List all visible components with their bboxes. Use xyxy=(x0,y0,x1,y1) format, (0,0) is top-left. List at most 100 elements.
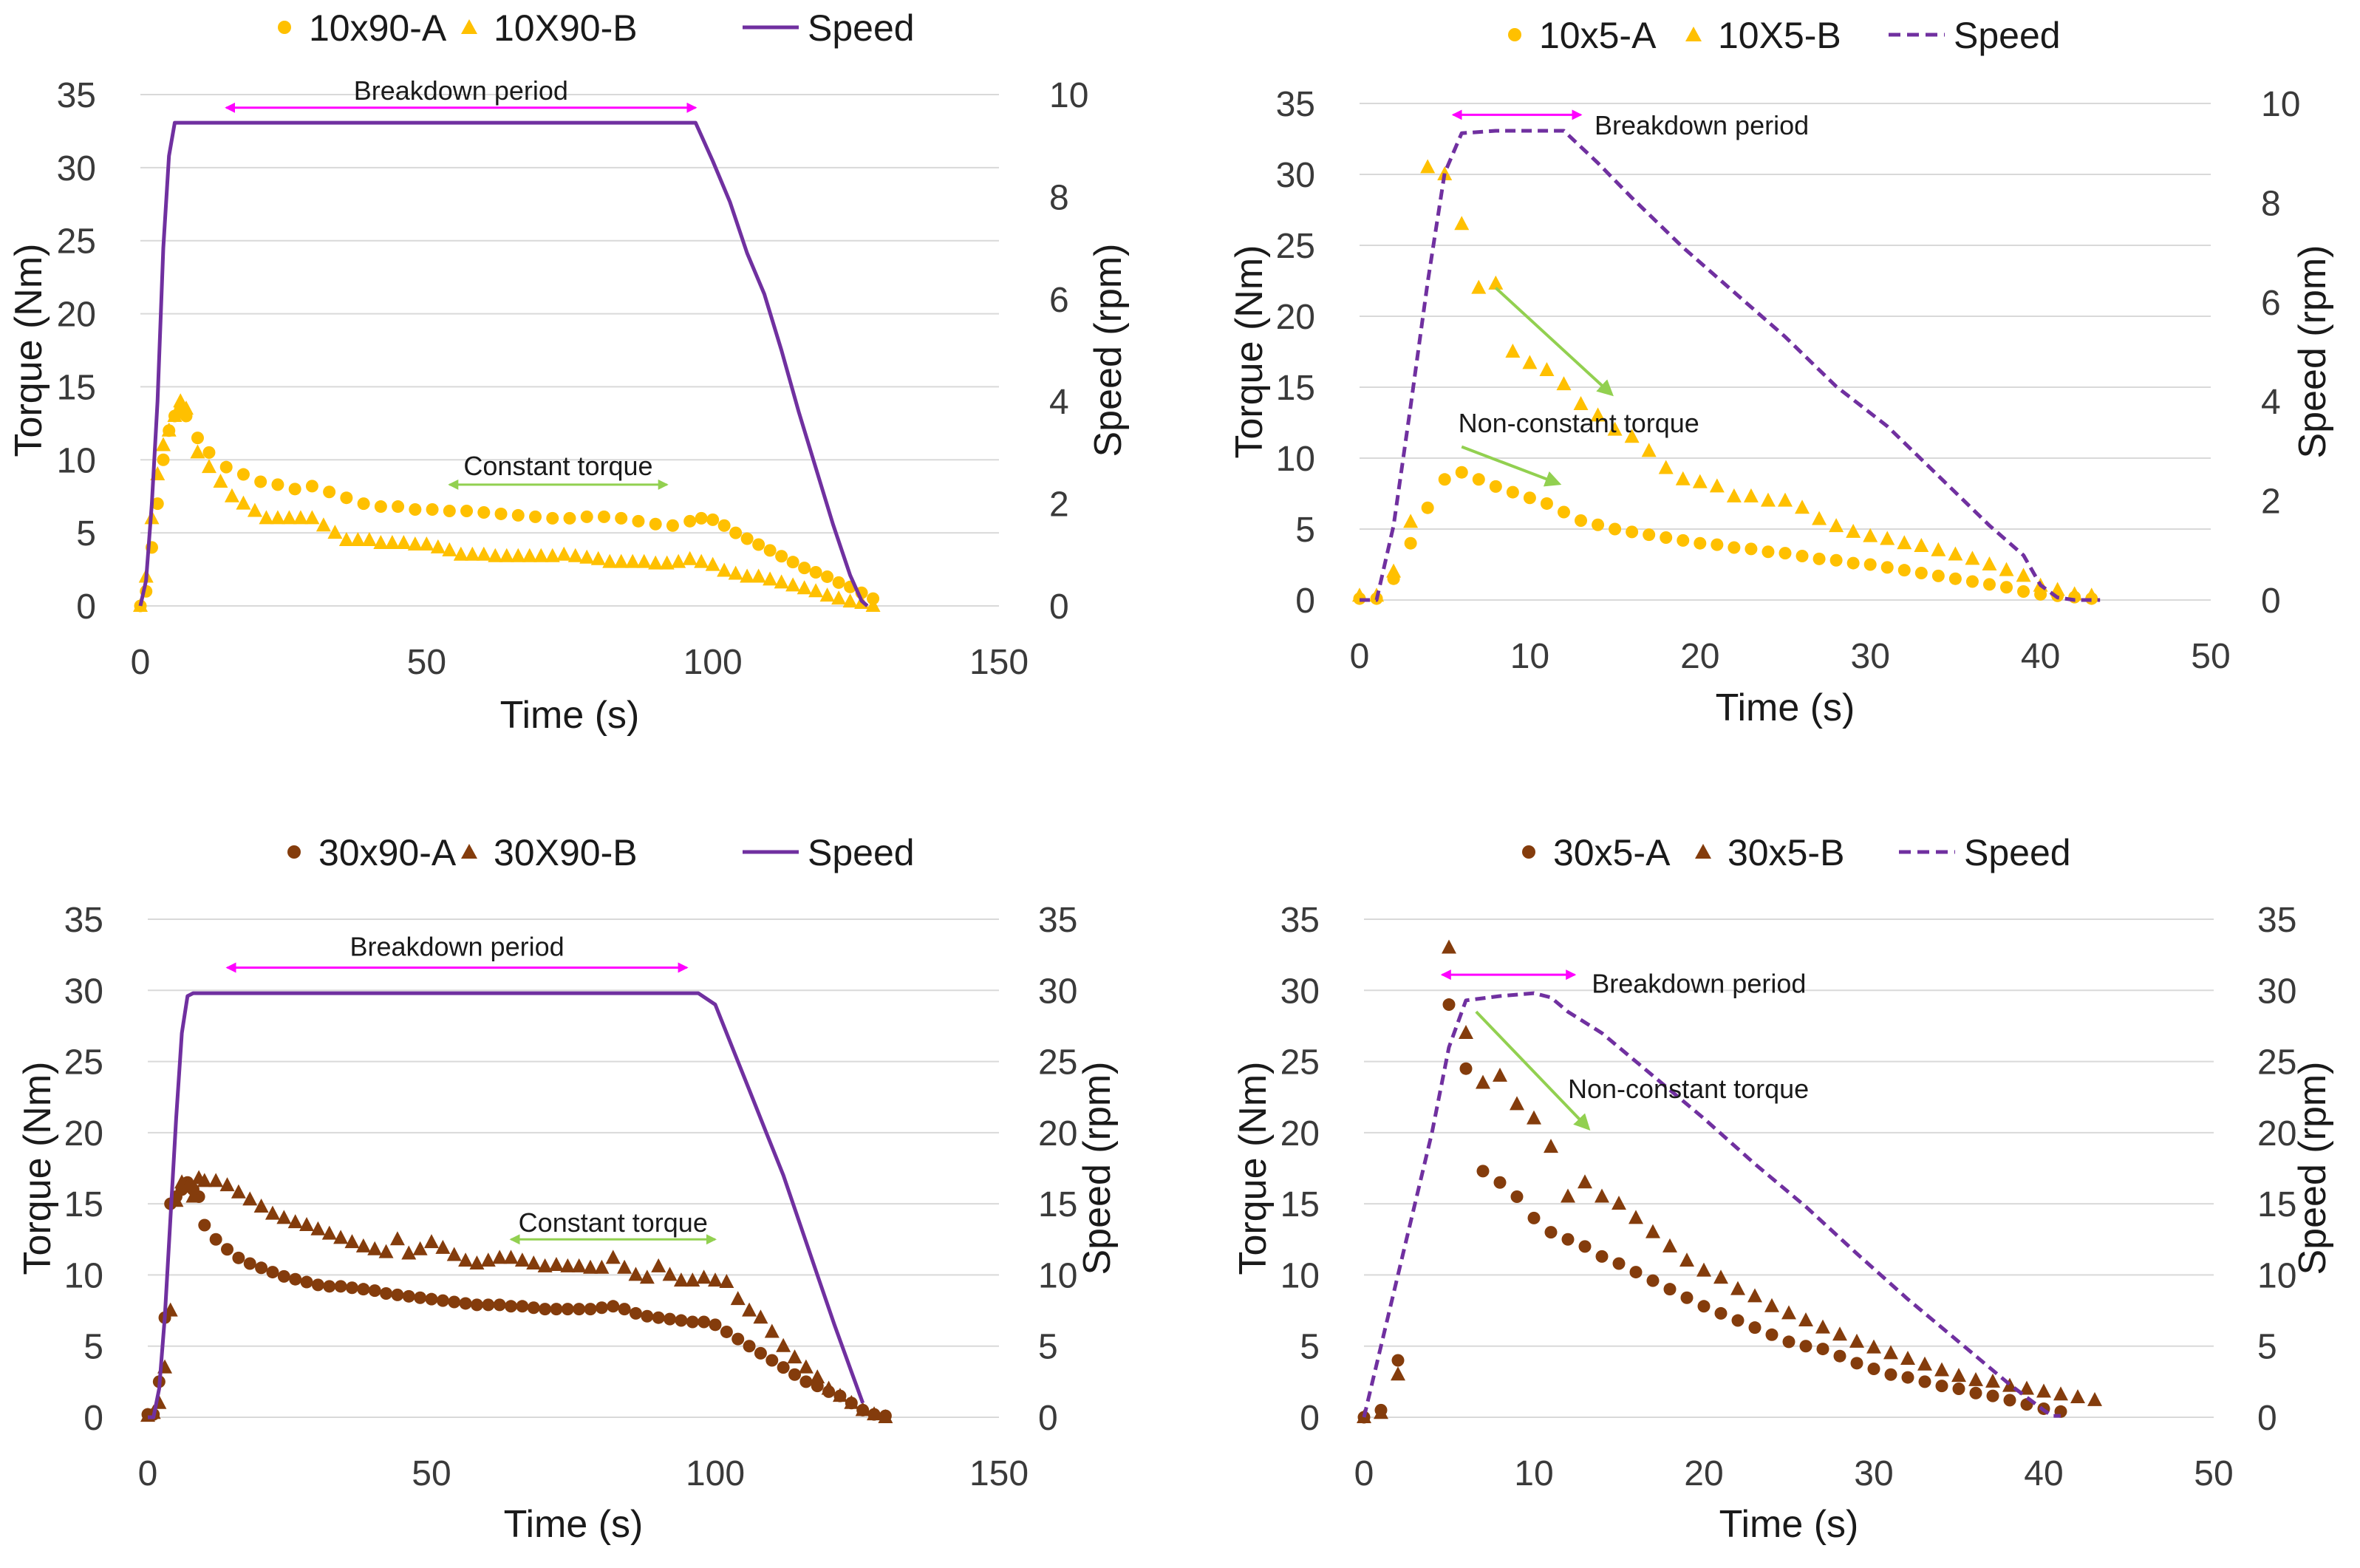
annotation: Constant torque xyxy=(509,1207,717,1245)
x-tick-label: 0 xyxy=(138,1454,158,1493)
y-tick-label: 25 xyxy=(1276,227,1315,266)
data-point-triangle xyxy=(265,1205,280,1220)
data-point-circle xyxy=(323,1280,336,1293)
data-point-triangle xyxy=(590,550,606,565)
y2-tick-label: 20 xyxy=(2257,1114,2296,1153)
data-point-triangle xyxy=(190,444,205,459)
speed-line xyxy=(1360,129,2101,602)
y-tick-label: 0 xyxy=(1295,582,1315,621)
data-point-triangle xyxy=(636,553,652,568)
data-point-circle xyxy=(695,511,708,525)
speed-line xyxy=(1362,991,2061,1418)
data-point-triangle xyxy=(730,1291,746,1306)
data-point-triangle xyxy=(253,1198,269,1213)
data-point-triangle xyxy=(2002,1377,2017,1392)
y-tick-label: 15 xyxy=(57,368,96,407)
data-point-circle xyxy=(1489,480,1502,493)
data-point-triangle xyxy=(355,1238,371,1252)
y2-tick-label: 5 xyxy=(2257,1328,2277,1367)
legend-label: 30x5-A xyxy=(1553,832,1671,873)
data-point-triangle xyxy=(1951,1368,1966,1383)
data-point-triangle xyxy=(327,525,343,539)
data-point-circle xyxy=(527,1301,540,1315)
data-point-triangle xyxy=(1985,1373,2000,1388)
data-point-triangle xyxy=(1454,216,1470,231)
data-point-circle xyxy=(683,514,697,528)
data-point-triangle xyxy=(763,571,778,586)
data-point-circle xyxy=(1660,531,1673,545)
data-point-circle xyxy=(698,1315,711,1329)
y-tick-label: 30 xyxy=(57,149,96,188)
data-point-circle xyxy=(374,500,387,514)
data-point-circle xyxy=(529,510,542,523)
x-axis-label: Time (s) xyxy=(1719,1503,1859,1546)
legend-entry: 30x5-B xyxy=(1695,832,1844,873)
data-point-circle xyxy=(1592,518,1605,531)
legend-circle-marker xyxy=(1508,28,1521,41)
legend-entry: 10X90-B xyxy=(461,7,638,49)
legend-entry: 10x5-A xyxy=(1508,15,1657,56)
y2-tick-label: 8 xyxy=(2261,184,2281,223)
data-point-circle xyxy=(1863,558,1877,571)
y-axis-label: Torque (Nm) xyxy=(7,244,50,457)
data-point-triangle xyxy=(287,1214,303,1229)
y2-tick-label: 6 xyxy=(2261,284,2281,323)
data-point-circle xyxy=(546,511,559,525)
data-point-circle xyxy=(775,550,788,563)
data-point-triangle xyxy=(442,542,457,556)
data-point-triangle xyxy=(419,536,434,550)
data-point-circle xyxy=(1561,1233,1575,1246)
trend-arrow xyxy=(1461,445,1562,487)
data-point-circle xyxy=(443,504,456,517)
data-point-circle xyxy=(1523,491,1536,505)
data-point-circle xyxy=(788,1368,802,1381)
data-point-circle xyxy=(1931,569,1945,582)
annotation-label: Breakdown period xyxy=(1592,969,1806,999)
data-point-triangle xyxy=(2019,1380,2034,1395)
y-tick-label: 20 xyxy=(1280,1114,1320,1153)
x-axis-label: Time (s) xyxy=(500,694,640,737)
data-point-circle xyxy=(391,1288,404,1301)
data-point-triangle xyxy=(682,550,698,565)
data-point-triangle xyxy=(338,532,354,547)
data-point-circle xyxy=(720,1325,733,1338)
data-point-triangle xyxy=(605,1250,621,1264)
annotation: Non-constant torque xyxy=(1568,1074,1809,1104)
data-point-circle xyxy=(357,497,370,511)
data-point-circle xyxy=(221,1243,234,1256)
y2-axis-label: Speed (rpm) xyxy=(1087,244,1130,457)
y-tick-label: 15 xyxy=(1280,1185,1320,1224)
data-point-circle xyxy=(414,1291,427,1304)
data-point-circle xyxy=(1609,522,1622,536)
data-point-circle xyxy=(482,1298,495,1312)
x-tick-label: 150 xyxy=(969,643,1029,682)
data-point-circle xyxy=(1812,552,1826,565)
data-point-triangle xyxy=(412,1241,428,1255)
data-point-circle xyxy=(209,1233,222,1246)
data-point-triangle xyxy=(2050,582,2065,596)
data-point-circle xyxy=(1965,575,1979,588)
data-point-triangle xyxy=(446,1247,462,1261)
data-point-circle xyxy=(1510,1190,1524,1204)
speed-line xyxy=(148,991,865,1419)
data-point-circle xyxy=(1612,1257,1626,1270)
data-point-circle xyxy=(618,1303,631,1316)
data-point-circle xyxy=(1527,1211,1541,1224)
data-point-circle xyxy=(580,510,593,523)
data-point-triangle xyxy=(821,1380,836,1395)
y-tick-label: 5 xyxy=(1295,511,1315,550)
data-point-triangle xyxy=(208,1173,224,1187)
legend-entry: Speed xyxy=(1889,15,2061,56)
y2-tick-label: 10 xyxy=(2261,85,2300,124)
data-point-circle xyxy=(563,511,576,525)
data-point-triangle xyxy=(310,1221,326,1235)
data-point-circle xyxy=(754,1346,767,1360)
data-point-triangle xyxy=(1658,460,1674,474)
data-point-triangle xyxy=(878,1409,893,1423)
data-point-triangle xyxy=(1948,546,1963,561)
data-point-circle xyxy=(254,475,267,488)
data-point-circle xyxy=(380,1286,393,1300)
data-point-triangle xyxy=(458,1252,474,1267)
